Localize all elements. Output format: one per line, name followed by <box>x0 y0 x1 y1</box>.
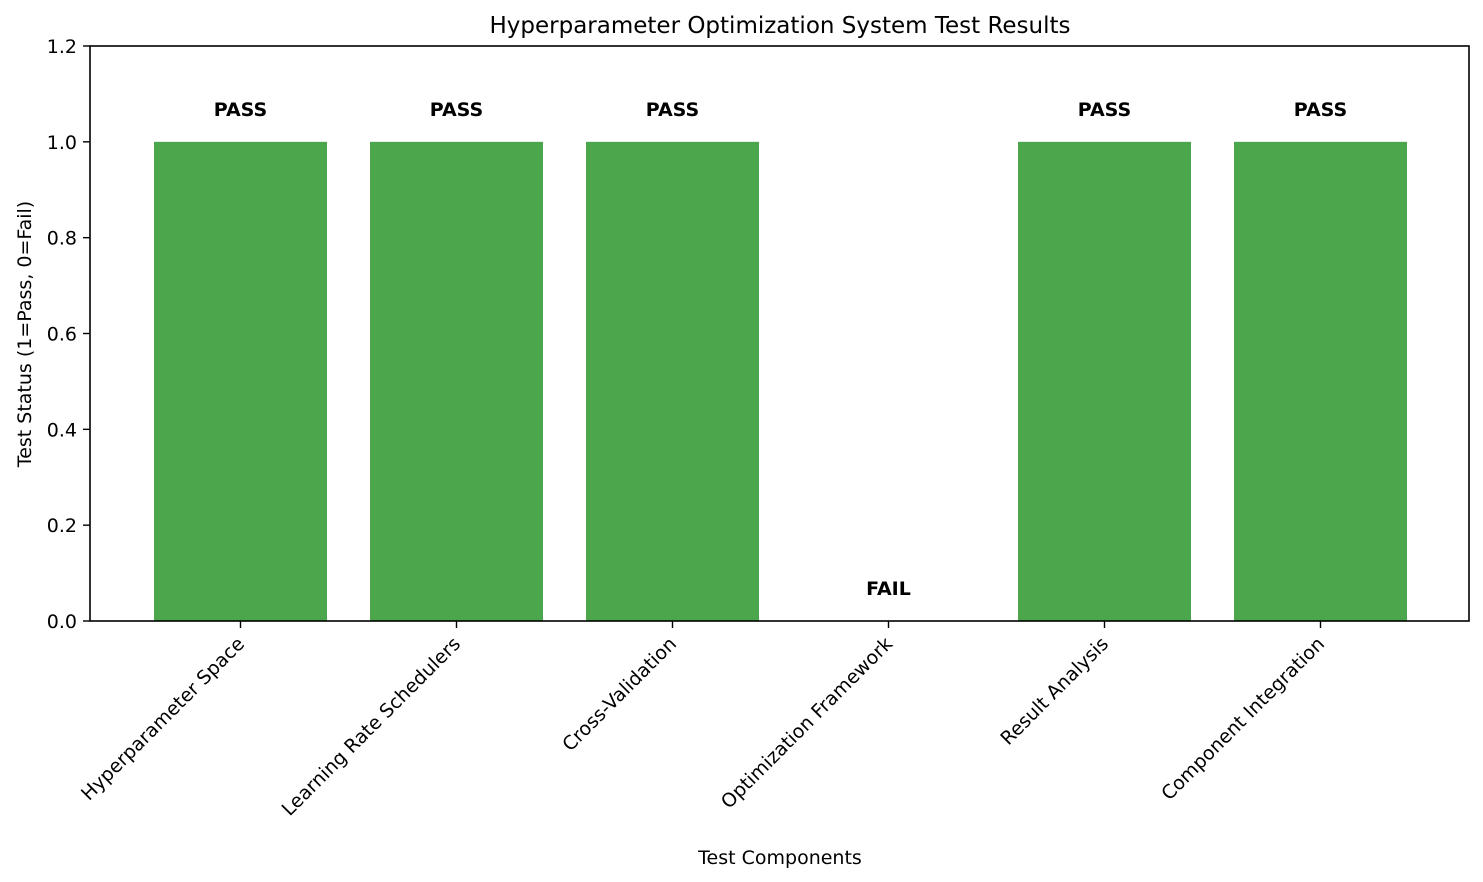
bar-status-label: PASS <box>646 99 699 121</box>
bar-labels-layer: PASS PASS PASS FAIL PASS PASS <box>214 99 1347 600</box>
bar-status-label: PASS <box>1078 99 1131 121</box>
y-tick-label: 0.6 <box>47 324 77 346</box>
y-tick-label: 1.0 <box>47 132 77 154</box>
x-axis: Hyperparameter Space Learning Rate Schedu… <box>77 621 1329 820</box>
y-tick-label: 0.4 <box>47 419 77 441</box>
bar-hyperparameter-space <box>154 141 327 622</box>
y-axis: 0.0 0.2 0.4 0.6 0.8 1.0 1.2 <box>47 36 90 633</box>
bar-status-label: PASS <box>214 99 267 121</box>
y-tick-label: 0.8 <box>47 228 77 250</box>
bar-status-label: PASS <box>1294 99 1347 121</box>
y-tick-label: 1.2 <box>47 36 77 58</box>
x-tick-label: Hyperparameter Space <box>77 633 249 805</box>
bars-layer <box>154 141 1407 622</box>
x-tick-label: Optimization Framework <box>717 633 897 813</box>
bar-status-label: FAIL <box>866 578 911 600</box>
y-tick-label: 0.2 <box>47 515 77 537</box>
y-tick-label: 0.0 <box>47 611 77 633</box>
x-tick-label: Learning Rate Schedulers <box>278 633 465 820</box>
chart-title: Hyperparameter Optimization System Test … <box>489 13 1070 39</box>
bar-status-label: PASS <box>430 99 483 121</box>
bar-component-integration <box>1234 141 1407 622</box>
x-tick-label: Component Integration <box>1157 633 1329 805</box>
bar-learning-rate-schedulers <box>370 141 543 622</box>
x-tick-label: Result Analysis <box>996 633 1113 750</box>
y-axis-label: Test Status (1=Pass, 0=Fail) <box>14 201 36 468</box>
bar-cross-validation <box>586 141 759 622</box>
x-tick-label: Cross-Validation <box>558 633 681 756</box>
x-axis-label: Test Components <box>697 847 862 869</box>
bar-result-analysis <box>1018 141 1191 622</box>
